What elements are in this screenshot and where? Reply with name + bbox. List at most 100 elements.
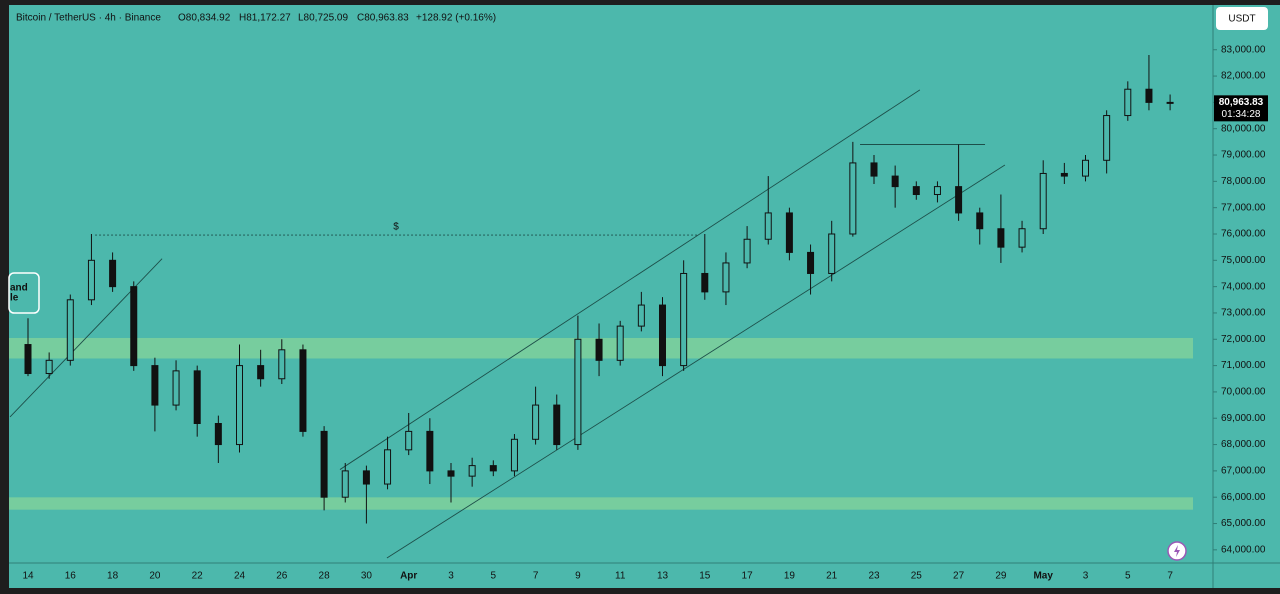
candle-body [1124, 88, 1132, 117]
candle-body [637, 304, 645, 327]
x-tick-label: 27 [953, 571, 965, 582]
x-tick-label: 29 [995, 571, 1007, 582]
x-tick-label: 16 [65, 571, 77, 582]
y-tick-label: 72,000.00 [1221, 334, 1266, 345]
annotation-text: and [10, 283, 28, 294]
candle-body [595, 338, 603, 361]
x-tick-label: 21 [826, 571, 838, 582]
annotation-box [8, 272, 40, 314]
candle-body [764, 212, 772, 240]
x-tick-label: 13 [657, 571, 669, 582]
y-tick-label: 79,000.00 [1221, 150, 1266, 161]
x-tick-label: Apr [400, 571, 417, 582]
ohlc-value: C80,963.83 [357, 13, 409, 24]
x-tick-label: 24 [234, 571, 246, 582]
candle-body [24, 344, 32, 374]
x-tick-label: 22 [192, 571, 204, 582]
candle-body [214, 423, 222, 446]
x-tick-label: 7 [533, 571, 539, 582]
candle-body [130, 286, 138, 367]
y-tick-label: 78,000.00 [1221, 176, 1266, 187]
x-tick-label: 3 [448, 571, 454, 582]
x-tick-label: 14 [22, 571, 34, 582]
ohlc-value: H81,172.27 [239, 13, 291, 24]
ohlc-value: L80,725.09 [298, 13, 348, 24]
zone [9, 497, 1193, 510]
candle-body [870, 162, 878, 177]
y-tick-label: 73,000.00 [1221, 308, 1266, 319]
y-tick-label: 69,000.00 [1221, 413, 1266, 424]
candle-body [828, 233, 836, 274]
ohlc-readout: O80,834.92 H81,172.27 L80,725.09 C80,963.83… [178, 13, 496, 24]
candle-body [362, 470, 370, 485]
x-tick-label: 11 [615, 571, 626, 582]
y-tick-label: 74,000.00 [1221, 281, 1266, 292]
candle-body [384, 449, 392, 485]
candle-body [341, 470, 349, 498]
trend-line [339, 89, 921, 470]
candle-body [172, 370, 180, 406]
candle-body [278, 349, 286, 380]
price-tag [1214, 95, 1268, 122]
y-tick-label: 64,000.00 [1221, 544, 1266, 555]
countdown: 01:34:28 [1222, 109, 1261, 120]
candle-body [616, 325, 624, 361]
y-tick-label: 66,000.00 [1221, 492, 1266, 503]
candle-body [1018, 228, 1026, 248]
candle-body [743, 238, 751, 264]
candle-body [912, 186, 920, 196]
candle-body [680, 272, 688, 367]
candle-body [299, 349, 307, 432]
trend-line [386, 164, 1006, 559]
y-tick-label: 75,000.00 [1221, 255, 1266, 266]
x-tick-label: 23 [868, 571, 880, 582]
candle-body [574, 338, 582, 446]
ohlc-value: O80,834.92 [178, 13, 231, 24]
x-tick-label: 26 [276, 571, 288, 582]
candle-body [87, 259, 95, 301]
plot-area: $ [9, 55, 1193, 559]
candle-body [701, 272, 709, 293]
candle-body [489, 465, 497, 472]
currency-button[interactable] [1216, 7, 1268, 30]
candle-body [468, 465, 476, 477]
candle-body [1145, 88, 1153, 103]
y-tick-label: 70,000.00 [1221, 387, 1266, 398]
y-tick-label: 77,000.00 [1221, 202, 1266, 213]
candle-body [553, 404, 561, 446]
x-tick-label: 7 [1167, 571, 1173, 582]
candle-body [45, 359, 53, 374]
x-tick-label: 5 [491, 571, 497, 582]
currency-label: USDT [1228, 14, 1255, 25]
y-tick-label: 71,000.00 [1221, 360, 1266, 371]
y-tick-label: 80,000.00 [1221, 123, 1266, 134]
x-tick-label: 15 [699, 571, 711, 582]
candle-body [320, 430, 328, 498]
x-tick-label: 28 [319, 571, 331, 582]
y-tick-label: 65,000.00 [1221, 518, 1266, 529]
x-tick-label: 19 [784, 571, 796, 582]
chart-title: Bitcoin / TetherUS · 4h · Binance [16, 13, 161, 24]
y-tick-label: 67,000.00 [1221, 466, 1266, 477]
candle-body [1082, 159, 1089, 177]
chart-background [9, 5, 1280, 588]
candle-body [447, 470, 455, 477]
candle-body [785, 212, 793, 253]
candle-body [976, 212, 984, 230]
y-tick-label: 68,000.00 [1221, 439, 1266, 450]
x-tick-label: 9 [575, 571, 581, 582]
x-tick-label: 18 [107, 571, 119, 582]
candle-body [66, 299, 74, 361]
candle-body [193, 370, 201, 424]
candle-body [722, 262, 730, 293]
candle-body [849, 162, 857, 235]
candle-body [807, 251, 815, 274]
candle-body [891, 175, 899, 188]
price-tag-label: 80,963.83 [1219, 97, 1264, 108]
marker-text: $ [393, 222, 399, 233]
candle-body [1166, 101, 1174, 104]
x-tick-label: 3 [1083, 571, 1089, 582]
candle-body [955, 186, 963, 214]
